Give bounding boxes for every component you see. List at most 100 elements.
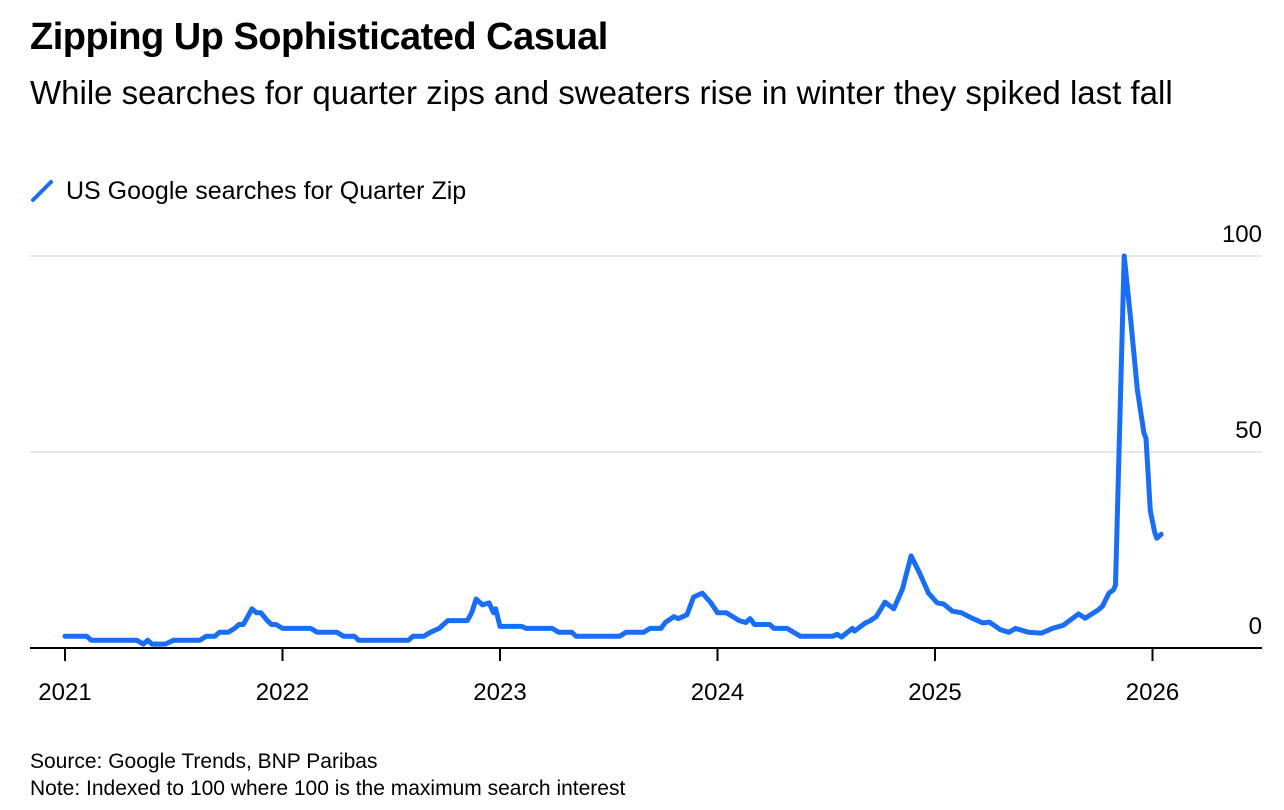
data-point (909, 553, 914, 558)
data-point (959, 610, 964, 615)
data-point (1039, 631, 1044, 636)
data-point (1013, 626, 1018, 631)
x-tick-label-2026: 2026 (1126, 679, 1179, 706)
data-point (254, 610, 259, 615)
data-point (437, 626, 442, 631)
data-point (197, 638, 202, 643)
data-point (767, 622, 772, 627)
data-point (341, 634, 346, 639)
data-point (1122, 254, 1127, 259)
data-point (574, 634, 579, 639)
data-point (1050, 626, 1055, 631)
data-point (1096, 608, 1101, 613)
data-point (791, 630, 796, 635)
data-point (474, 597, 479, 602)
data-point (785, 626, 790, 631)
data-point (685, 612, 690, 617)
data-point (226, 630, 231, 635)
data-point (569, 630, 574, 635)
data-point (1083, 616, 1088, 621)
data-point (498, 624, 503, 629)
data-point (241, 622, 246, 627)
data-point (84, 634, 89, 639)
data-point (839, 635, 844, 640)
data-point (1135, 387, 1140, 392)
data-point (406, 638, 411, 643)
data-point (245, 614, 250, 619)
data-point (867, 619, 872, 624)
data-point (917, 571, 922, 576)
x-tick-label-2025: 2025 (908, 679, 961, 706)
data-point (63, 634, 68, 639)
data-point (1026, 630, 1031, 635)
data-point (641, 630, 646, 635)
data-point (1154, 536, 1159, 541)
data-point (352, 634, 357, 639)
data-point (445, 618, 450, 623)
data-point (1113, 583, 1118, 588)
grid-lines (30, 255, 1262, 453)
data-point (1159, 532, 1164, 537)
x-tick-label-2022: 2022 (256, 679, 309, 706)
data-point (1076, 611, 1081, 616)
x-axis: 2021 2022 2023 2024 2025 2026 (30, 647, 1262, 706)
data-point (524, 626, 529, 631)
data-point (970, 616, 975, 621)
data-point (730, 614, 735, 619)
data-point (798, 634, 803, 639)
x-tick-label-2024: 2024 (691, 679, 744, 706)
data-point (748, 616, 753, 621)
data-point (421, 634, 426, 639)
data-point (700, 591, 705, 596)
data-point (269, 622, 274, 627)
data-point (308, 626, 313, 631)
data-point (134, 638, 139, 643)
data-point (1152, 530, 1157, 535)
data-point (891, 606, 896, 611)
data-point (663, 620, 668, 625)
data-point (715, 610, 720, 615)
data-point (617, 634, 622, 639)
data-point (315, 630, 320, 635)
data-point (258, 610, 263, 615)
data-point (724, 610, 729, 615)
data-point (411, 634, 416, 639)
legend: US Google searches for Quarter Zip (30, 174, 466, 208)
data-point (150, 642, 155, 647)
data-point (1111, 588, 1116, 593)
footer: Source: Google Trends, BNP Paribas Note:… (30, 748, 625, 802)
data-point (830, 634, 835, 639)
data-point (737, 618, 742, 623)
data-point (941, 602, 946, 607)
data-point (480, 602, 485, 607)
data-point (1107, 591, 1112, 596)
data-point (998, 627, 1003, 632)
data-point (883, 600, 888, 605)
data-point (204, 634, 209, 639)
data-point (863, 620, 868, 625)
data-point (1128, 318, 1133, 323)
data-point (469, 610, 474, 615)
data-point (280, 626, 285, 631)
y-tick-label-0: 0 (1249, 613, 1262, 640)
series-group (62, 253, 1164, 647)
data-point (691, 595, 696, 600)
line-chart: 0 50 100 2021 2022 2023 2024 2025 2026 (30, 221, 1262, 706)
data-point (709, 600, 714, 605)
data-point (935, 600, 940, 605)
data-point (274, 622, 279, 627)
data-point (648, 626, 653, 631)
data-point (676, 616, 681, 621)
legend-line-icon-stroke (31, 180, 53, 202)
x-tick-label-2021: 2021 (38, 679, 91, 706)
data-point (624, 630, 629, 635)
data-point (1148, 508, 1153, 513)
index-note: Note: Indexed to 100 where 100 is the ma… (30, 777, 626, 800)
data-point (334, 630, 339, 635)
data-point (141, 642, 146, 647)
source-note: Source: Google Trends, BNP Paribas (30, 750, 378, 773)
data-point (237, 622, 242, 627)
data-point (465, 618, 470, 623)
data-point (1061, 623, 1066, 628)
data-point (1006, 630, 1011, 635)
